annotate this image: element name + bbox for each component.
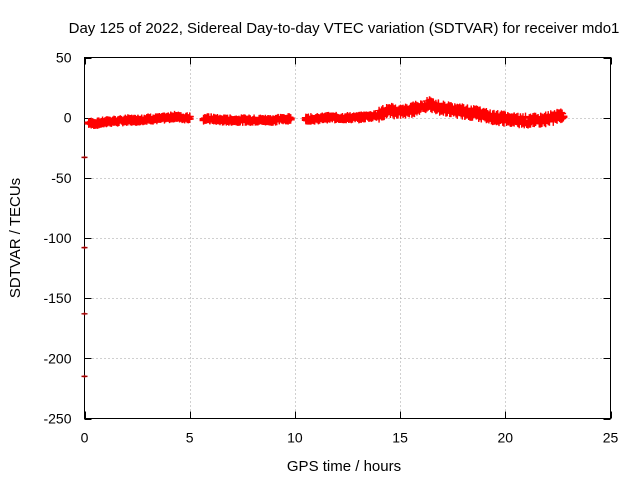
y-axis-label: SDTVAR / TECUs <box>7 178 24 298</box>
data-point-outlier <box>81 374 88 378</box>
y-tick-label: -200 <box>43 350 71 366</box>
data-point-sdtvar <box>559 112 568 121</box>
y-tick-label: -100 <box>43 230 71 246</box>
y-tick-label: 0 <box>64 110 72 126</box>
data-point-outlier <box>81 155 88 159</box>
x-axis-label: GPS time / hours <box>287 458 401 475</box>
x-tick-label: 15 <box>392 430 408 446</box>
data-point-sdtvar <box>185 112 194 121</box>
axis-ticks: 0 5 10 15 20 25 -250 -200 -150 -100 -50 0 50 <box>43 50 618 446</box>
y-tick-label: -250 <box>43 411 71 427</box>
y-tick-label: -150 <box>43 290 71 306</box>
chart-title: Day 125 of 2022, Sidereal Day-to-day VTE… <box>69 20 620 37</box>
data-point-outlier <box>81 312 88 316</box>
y-tick-label: -50 <box>51 170 71 186</box>
data-points <box>81 96 568 378</box>
data-point-sdtvar <box>286 114 295 123</box>
x-tick-label: 25 <box>603 430 619 446</box>
x-tick-label: 5 <box>186 430 194 446</box>
grid-lines <box>84 57 611 419</box>
plot-frame <box>84 57 611 419</box>
x-tick-label: 20 <box>498 430 514 446</box>
y-tick-label: 50 <box>56 50 72 66</box>
x-tick-label: 10 <box>287 430 303 446</box>
x-tick-label: 0 <box>81 430 89 446</box>
data-point-outlier <box>81 246 88 250</box>
